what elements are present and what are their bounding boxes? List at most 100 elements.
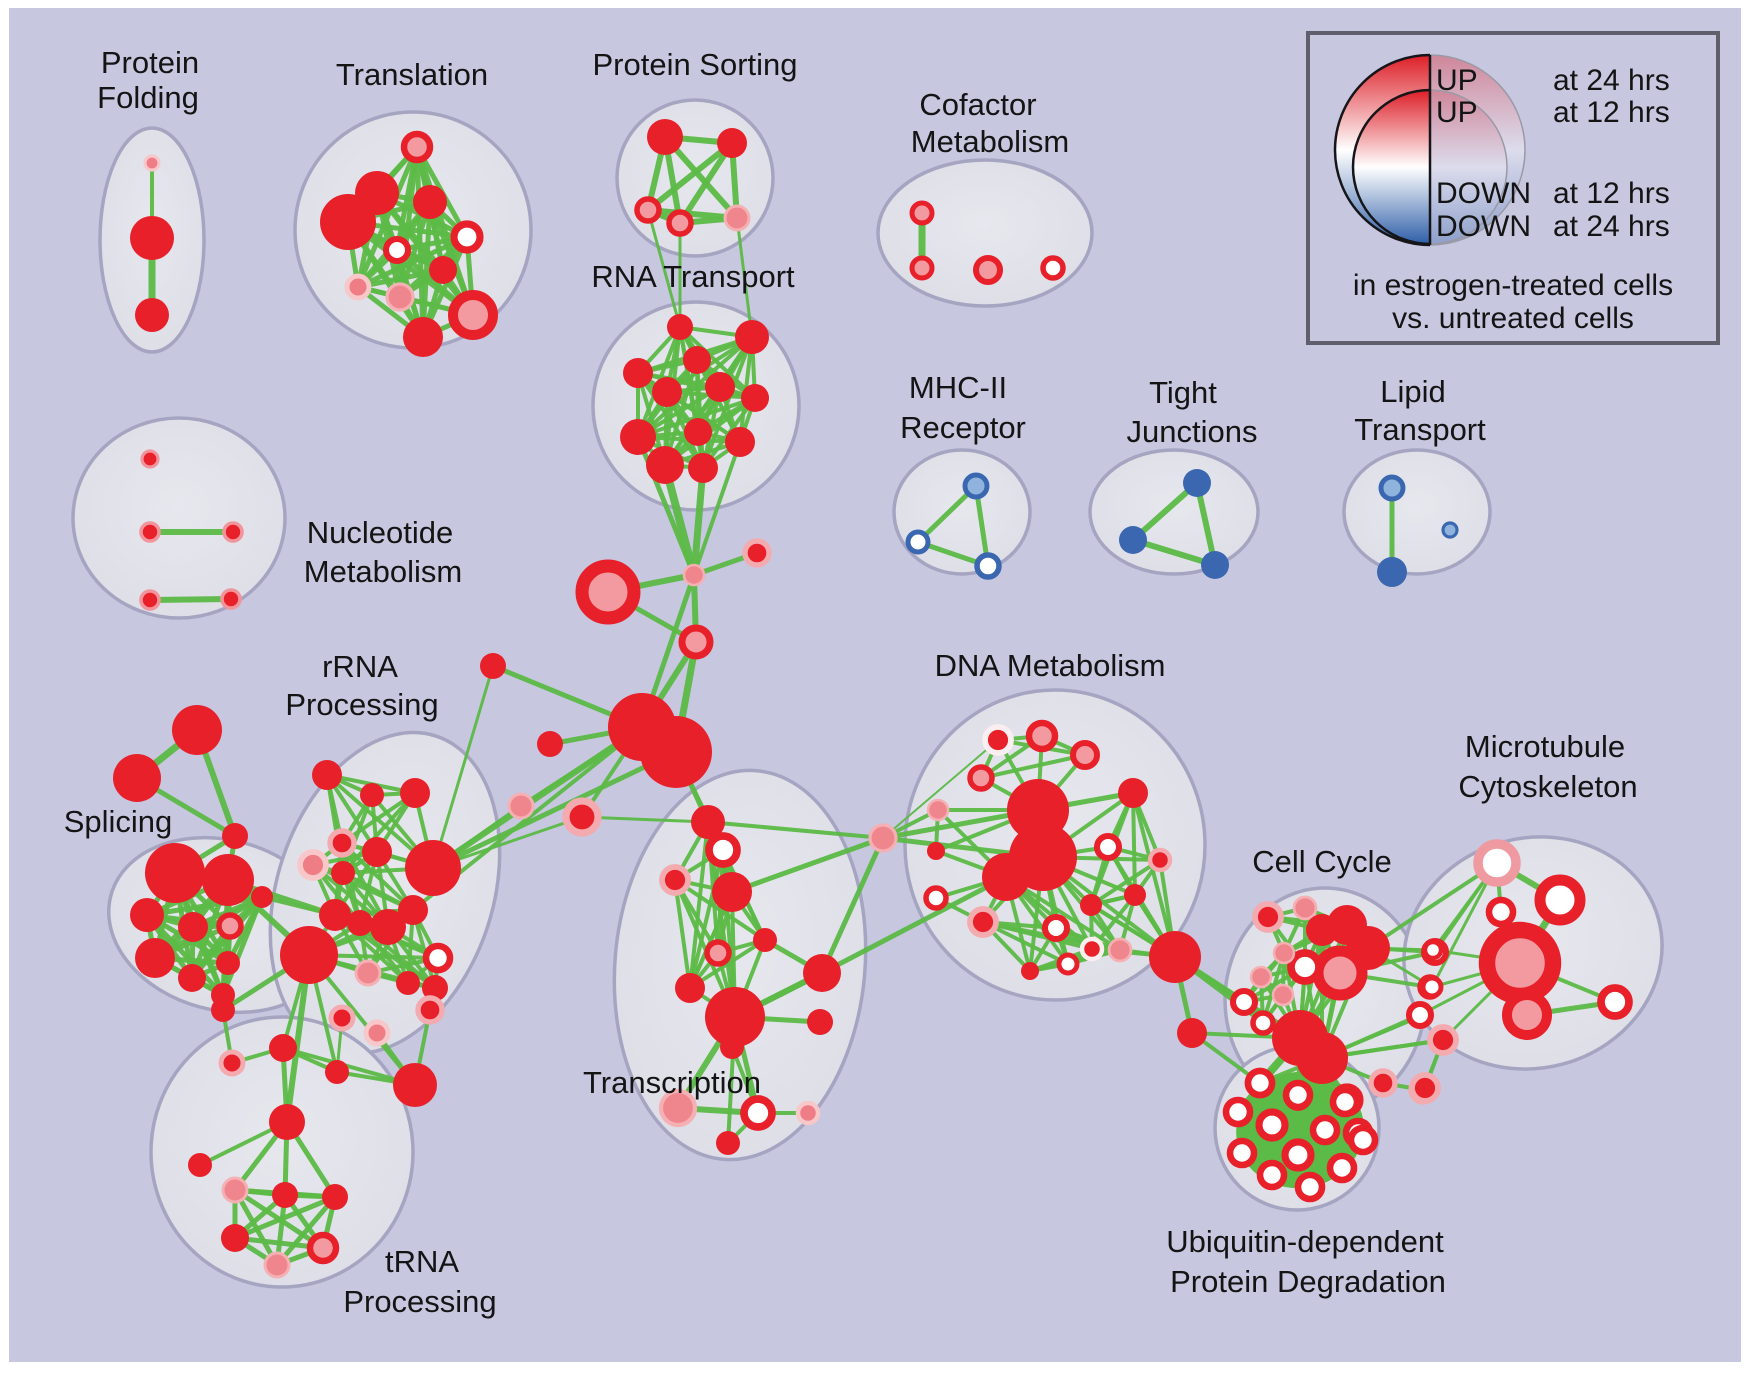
node-red-white [1250,1010,1276,1036]
cluster-label-mhc-ii-receptor: Receptor [900,410,1026,445]
node-pink-ring [562,797,602,837]
node-red-pink [575,559,641,625]
node-red [712,872,752,912]
node-pink-halo [143,154,161,172]
node-red-white [1287,949,1323,985]
node-red-white [923,885,949,911]
node-red [705,372,735,402]
edge-rrna-processing [341,791,417,875]
cluster-blob-protein-sorting [615,98,775,258]
node-red [331,861,355,885]
node-red [623,358,653,388]
node-pink [354,959,382,987]
node-red [312,760,342,790]
node-blue [1377,557,1407,587]
node-red-pink [909,200,935,226]
cluster-label-cofactor-metabolism: Cofactor [919,87,1036,122]
edge-protein-sorting [677,140,735,226]
cluster-label-protein-folding: Folding [97,80,199,115]
legend-outer-arc-left [1333,53,1431,247]
node-red [667,314,693,340]
cluster-label-rna-transport: RNA Transport [591,259,795,294]
node-red-pink [704,939,732,967]
cluster-label-lipid-transport: Transport [1354,412,1486,447]
node-red-white [1422,939,1444,961]
node-red-white [1309,1114,1341,1146]
cluster-label-protein-sorting: Protein Sorting [592,47,797,82]
cluster-label-ubiquitin-degradation: Ubiquitin-dependent [1166,1224,1444,1259]
node-red [135,938,175,978]
edge-transcription [706,820,885,840]
cluster-label-trna-processing: Processing [343,1284,496,1319]
edge-dna-metabolism [1131,791,1177,959]
node-red [272,1182,298,1208]
edge-transcription [688,848,725,990]
node-red [396,971,420,995]
node-red [251,886,273,908]
node-pink-ring [1252,901,1284,933]
node-pink [723,204,751,232]
node-red-white [1347,1124,1379,1156]
edge-nucleotide-metabolism [147,596,234,603]
node-white-ring-red [1079,936,1105,962]
node-red [1177,1018,1207,1048]
node-red [675,973,705,1003]
node-red [753,928,777,952]
legend-caption: in estrogen-treated cells [1353,269,1673,302]
legend-direction-label: UP [1436,64,1478,97]
node-red-pink [967,764,995,792]
node-pink [385,282,415,312]
node-red [1296,1032,1348,1084]
node-red-pink [666,209,694,237]
cluster-label-tight-junctions: Tight [1149,375,1217,410]
node-red [221,1224,249,1252]
node-red-white [422,942,454,974]
node-red-halo [140,449,160,469]
cluster-label-trna-processing: tRNA [385,1244,459,1279]
legend-time-label: at 24 hrs [1553,210,1670,243]
edge-splicing [220,894,265,998]
node-red [1021,962,1039,980]
legend-inner-arc-left [1351,88,1431,246]
node-red [725,427,755,457]
node-red-white [1281,1138,1315,1172]
node-pink [1249,965,1273,989]
node-red [620,419,656,455]
node-blue-white [974,552,1002,580]
edge-transcription [673,878,692,990]
node-pink-ring [1368,1068,1398,1098]
node-red-pink [1478,921,1562,1005]
edge-protein-sorting [645,140,735,213]
cluster-label-translation: Translation [336,57,488,92]
node-red [320,194,376,250]
node-red-white [1040,255,1066,281]
node-red-pink [909,255,935,281]
node-red-halo [139,589,161,611]
node-red-white [1282,1079,1314,1111]
node-pink-ring [328,1004,356,1032]
legend-fade-overlay [1430,54,1527,246]
node-red [480,653,506,679]
edge-transcription [729,835,886,895]
node-red [422,975,448,1001]
node-red [130,898,164,932]
node-pink [1271,983,1295,1007]
node-red-halo [139,521,161,543]
node-red [803,954,841,992]
node-red [347,910,373,936]
node-blue [1201,551,1229,579]
edge-rrna-processing [325,773,379,854]
node-red-white [1326,1152,1358,1184]
node-pink [263,1251,291,1279]
node-red [684,418,712,446]
node-red-pink [1070,740,1100,770]
node-red-pink [1312,945,1368,1001]
node-red-halo [222,521,244,543]
cluster-blob-lipid-transport [1342,448,1492,576]
node-red [652,377,682,407]
cluster-blob-trna-processing [149,1015,415,1289]
cluster-label-microtubule-cytoskeleton: Cytoskeleton [1458,769,1637,804]
cluster-label-nucleotide-metabolism: Metabolism [304,554,463,589]
legend-direction-label: DOWN [1436,210,1531,243]
